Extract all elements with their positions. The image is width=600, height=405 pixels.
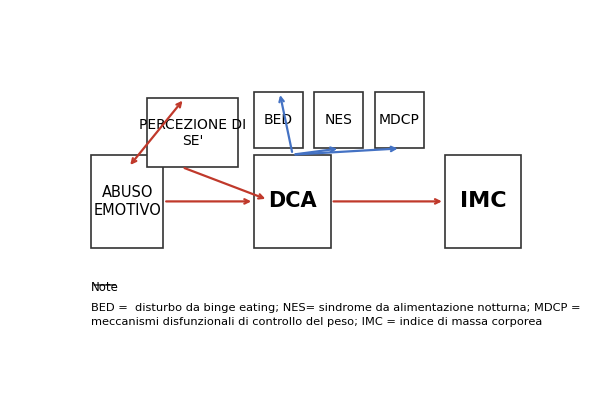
FancyBboxPatch shape <box>91 155 163 248</box>
Text: Note: Note <box>91 281 119 294</box>
Text: IMC: IMC <box>460 192 506 211</box>
FancyBboxPatch shape <box>314 92 364 148</box>
FancyBboxPatch shape <box>254 92 303 148</box>
Text: BED: BED <box>264 113 293 127</box>
Text: DCA: DCA <box>268 192 317 211</box>
FancyBboxPatch shape <box>147 98 238 167</box>
Text: PERCEZIONE DI
SE': PERCEZIONE DI SE' <box>139 118 246 148</box>
Text: NES: NES <box>325 113 353 127</box>
Text: MDCP: MDCP <box>379 113 420 127</box>
Text: BED =  disturbo da binge eating; NES= sindrome da alimentazione notturna; MDCP =: BED = disturbo da binge eating; NES= sin… <box>91 303 581 327</box>
FancyBboxPatch shape <box>445 155 521 248</box>
FancyBboxPatch shape <box>254 155 331 248</box>
FancyBboxPatch shape <box>375 92 424 148</box>
Text: ABUSO
EMOTIVO: ABUSO EMOTIVO <box>94 185 161 217</box>
